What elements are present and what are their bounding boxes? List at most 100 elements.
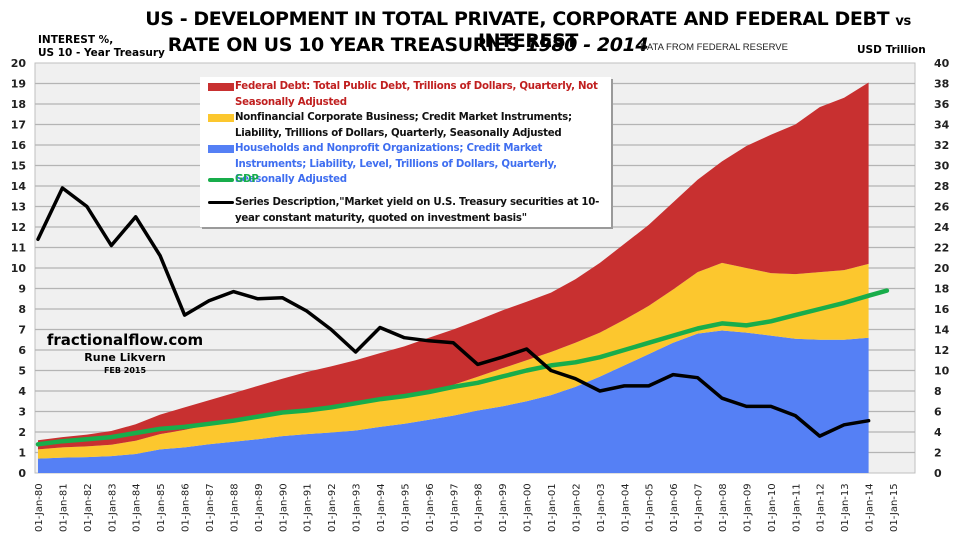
right-tick-label: 26 <box>934 201 950 214</box>
watermark-site: fractionalflow.com <box>46 331 204 349</box>
x-tick-label: 01-Jan-15 <box>889 483 900 532</box>
right-tick-label: 8 <box>934 385 942 398</box>
x-tick-label: 01-Jan-94 <box>376 483 387 532</box>
x-tick-label: 01-Jan-97 <box>449 483 460 532</box>
right-tick-label: 10 <box>934 365 950 378</box>
x-tick-label: 01-Jan-89 <box>254 483 265 532</box>
legend: Federal Debt: Total Public Debt, Trillio… <box>200 77 611 227</box>
left-tick-label: 15 <box>11 160 26 173</box>
left-tick-label: 10 <box>11 262 27 275</box>
right-tick-label: 28 <box>934 180 949 193</box>
left-tick-label: 6 <box>18 344 26 357</box>
left-tick-label: 2 <box>18 426 26 439</box>
legend-item-treasury: Series Description,"Market yield on U.S.… <box>208 195 609 226</box>
x-tick-label: 01-Jan-83 <box>107 483 118 532</box>
legend-label-treasury: Series Description,"Market yield on U.S.… <box>235 197 600 224</box>
watermark-date: FEB 2015 <box>103 366 147 375</box>
left-axis-label-line1: INTEREST %, <box>38 34 114 46</box>
x-tick-label: 01-Jan-08 <box>718 483 729 532</box>
stacked-areas <box>38 82 869 473</box>
left-tick-label: 8 <box>18 303 26 316</box>
x-tick-label: 01-Jan-82 <box>83 483 94 532</box>
x-tick-label: 01-Jan-95 <box>400 483 411 532</box>
legend-label-gdp: GDP <box>235 174 259 185</box>
legend-swatch-households <box>208 145 234 153</box>
left-axis-label-line2: US 10 - Year Treasury <box>38 47 165 59</box>
legend-item-federal-debt: Federal Debt: Total Public Debt, Trillio… <box>208 79 609 110</box>
right-tick-label: 38 <box>934 78 949 91</box>
left-tick-label: 20 <box>11 57 27 70</box>
legend-label-households: Households and Nonprofit Organizations; … <box>235 143 557 185</box>
x-tick-label: 01-Jan-88 <box>229 483 240 532</box>
left-tick-label: 3 <box>18 406 26 419</box>
legend-item-gdp: GDP <box>208 172 609 188</box>
x-tick-label: 01-Jan-87 <box>205 483 216 532</box>
watermark-author: Rune Likvern <box>84 351 166 364</box>
legend-label-corporate: Nonfinancial Corporate Business; Credit … <box>235 112 572 139</box>
x-tick-label: 01-Jan-06 <box>669 483 680 532</box>
legend-swatch-corporate <box>208 114 234 122</box>
legend-label-federal-debt: Federal Debt: Total Public Debt, Trillio… <box>235 81 598 108</box>
right-tick-label: 14 <box>934 324 950 337</box>
left-tick-label: 1 <box>18 447 26 460</box>
x-tick-label: 01-Jan-86 <box>181 483 192 532</box>
x-tick-label: 01-Jan-90 <box>278 483 289 532</box>
x-tick-label: 01-Jan-02 <box>571 483 582 532</box>
x-tick-label: 01-Jan-81 <box>58 483 69 532</box>
area-corporate-debt <box>38 262 869 459</box>
x-tick-label: 01-Jan-98 <box>474 483 485 532</box>
legend-swatch-federal-debt <box>208 83 234 91</box>
left-tick-label: 11 <box>11 242 26 255</box>
x-tick-label: 01-Jan-13 <box>840 483 851 532</box>
x-axis-ticks: 01-Jan-80 01-Jan-81 01-Jan-82 01-Jan-83 01-J… <box>34 483 900 532</box>
left-tick-label: 19 <box>11 78 26 91</box>
x-tick-label: 01-Jan-84 <box>132 483 143 532</box>
right-tick-label: 18 <box>934 283 949 296</box>
left-tick-label: 18 <box>11 98 26 111</box>
left-tick-label: 7 <box>18 324 26 337</box>
right-tick-label: 0 <box>934 467 942 480</box>
x-tick-label: 01-Jan-92 <box>327 483 338 532</box>
left-tick-label: 5 <box>18 365 26 378</box>
left-tick-label: 14 <box>11 180 27 193</box>
chart-title-line1: US - DEVELOPMENT IN TOTAL PRIVATE, CORPO… <box>145 8 911 52</box>
right-tick-label: 4 <box>934 426 942 439</box>
right-tick-label: 12 <box>934 344 949 357</box>
legend-item-corporate: Nonfinancial Corporate Business; Credit … <box>208 110 609 141</box>
x-tick-label: 01-Jan-07 <box>694 483 705 532</box>
source-note: DATA FROM FEDERAL RESERVE <box>640 42 788 53</box>
x-tick-label: 01-Jan-96 <box>425 483 436 532</box>
left-tick-label: 4 <box>18 385 26 398</box>
x-tick-label: 01-Jan-93 <box>352 483 363 532</box>
legend-item-households: Households and Nonprofit Organizations; … <box>208 141 609 188</box>
x-tick-label: 01-Jan-99 <box>498 483 509 532</box>
x-tick-label: 01-Jan-12 <box>816 483 827 532</box>
x-tick-label: 01-Jan-09 <box>742 483 753 532</box>
left-tick-label: 9 <box>18 283 26 296</box>
right-tick-label: 32 <box>934 139 949 152</box>
legend-swatch-gdp <box>208 178 234 182</box>
x-tick-label: 01-Jan-91 <box>303 483 314 532</box>
right-tick-label: 30 <box>934 160 950 173</box>
area-federal-debt <box>38 82 869 450</box>
x-tick-label: 01-Jan-11 <box>791 483 802 532</box>
x-tick-label: 01-Jan-03 <box>596 483 607 532</box>
chart-title-line2: RATE ON US 10 YEAR TREASURIES 1980 - 201… <box>167 34 649 56</box>
right-tick-label: 6 <box>934 406 942 419</box>
line-gdp <box>35 288 890 447</box>
x-tick-label: 01-Jan-85 <box>156 483 167 532</box>
left-tick-label: 17 <box>11 119 26 132</box>
right-tick-label: 22 <box>934 242 949 255</box>
right-axis-label: USD Trillion <box>857 44 926 56</box>
right-tick-label: 16 <box>934 303 950 316</box>
right-tick-label: 20 <box>934 262 950 275</box>
x-tick-label: 01-Jan-04 <box>620 483 631 532</box>
x-tick-label: 01-Jan-00 <box>523 483 534 532</box>
left-tick-label: 12 <box>11 221 26 234</box>
chart-title-years: 1980 - 2014 <box>525 34 649 56</box>
legend-swatch-treasury <box>208 201 234 204</box>
left-tick-label: 0 <box>18 467 26 480</box>
x-tick-label: 01-Jan-05 <box>645 483 656 532</box>
